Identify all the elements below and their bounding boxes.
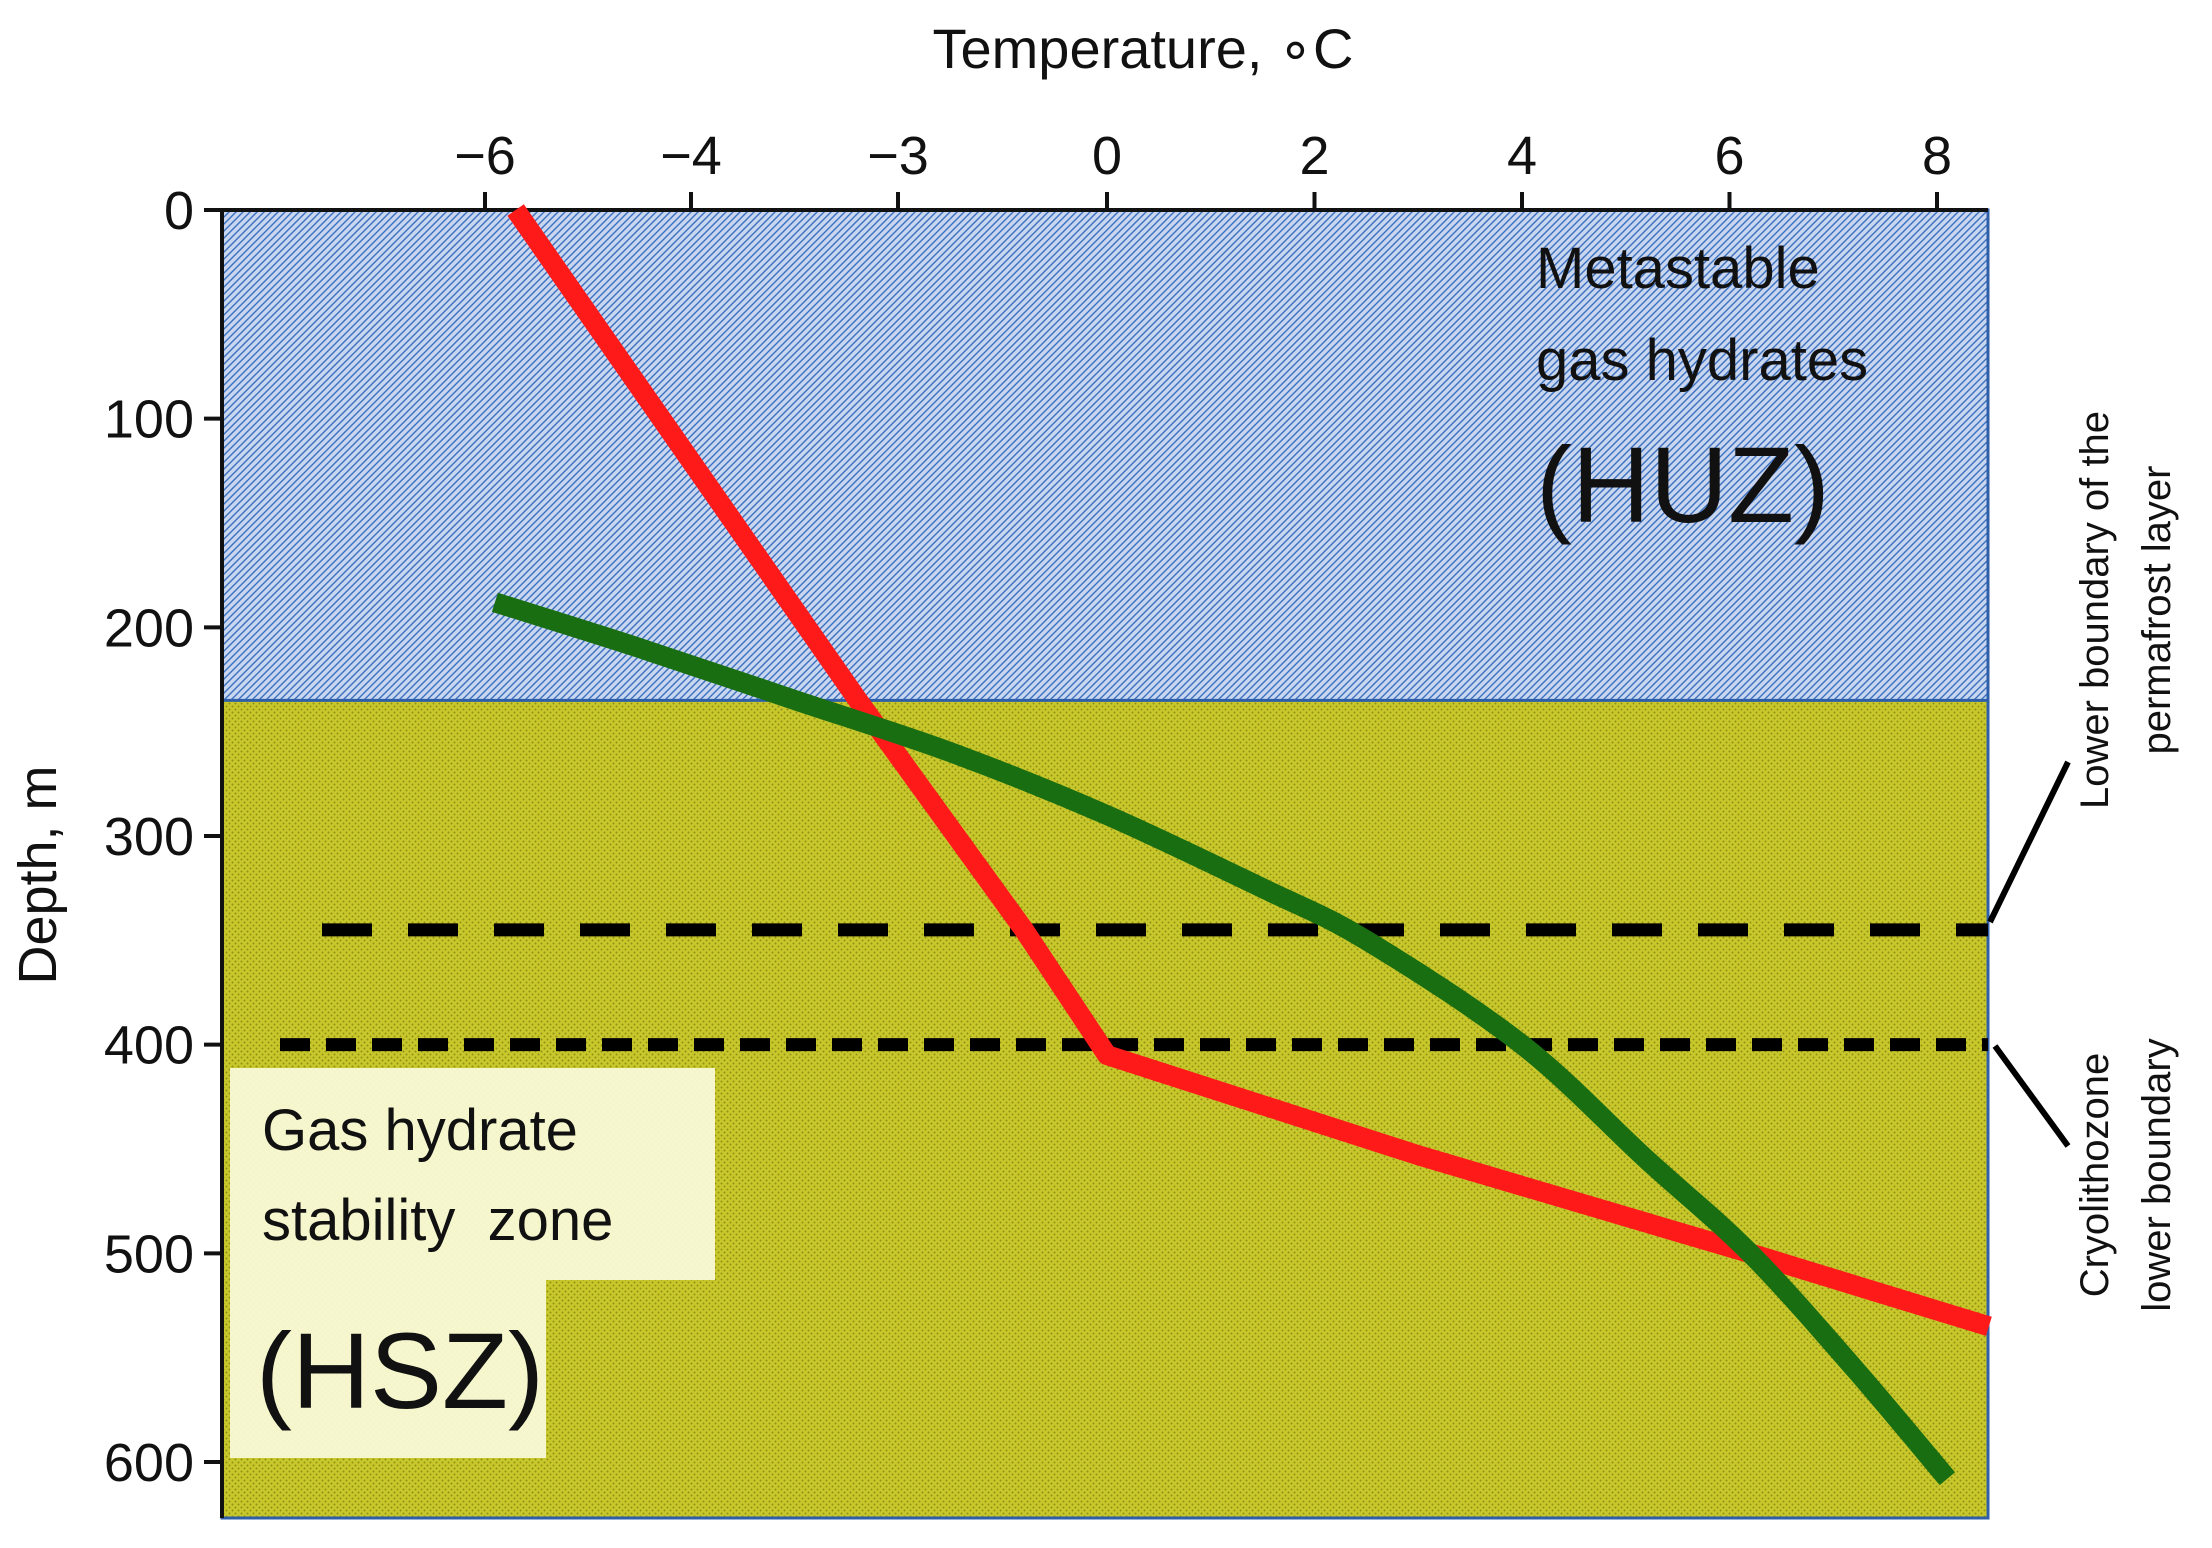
permafrost-label-line-1: Lower boundary of the: [2073, 411, 2117, 809]
cryolithozone-label-line-2: lower boundary: [2135, 1038, 2179, 1312]
hsz-abbreviation: (HSZ): [256, 1310, 544, 1431]
hsz-label-box: [230, 1068, 715, 1280]
huz-abbreviation: (HUZ): [1536, 424, 1830, 545]
x-tick-label: −3: [867, 126, 929, 186]
x-tick-label: −4: [660, 126, 722, 186]
x-axis-ticks: −6 −4 −3 0 2 4 6 8: [454, 126, 1952, 210]
data-series: [491, 204, 1992, 1486]
hsz-label-line-2: stability zone: [262, 1188, 613, 1253]
cryolithozone-label-line-1: Cryolithozone: [2073, 1053, 2117, 1298]
y-tick-label: 0: [164, 181, 194, 241]
y-tick-label: 300: [104, 807, 194, 867]
x-tick-label: 4: [1507, 126, 1537, 186]
boundary-lines: [280, 923, 1988, 1052]
x-tick-label: 6: [1714, 126, 1744, 186]
huz-label-line-2: gas hydrates: [1536, 328, 1868, 393]
huz-label-line-1: Metastable: [1536, 236, 1820, 301]
y-axis-title: Depth, m: [8, 765, 68, 984]
y-tick-label: 400: [104, 1016, 194, 1076]
permafrost-label-leader: [1987, 760, 2071, 924]
x-tick-label: 8: [1922, 126, 1952, 186]
x-tick-label: −6: [454, 126, 516, 186]
y-tick-label: 500: [104, 1224, 194, 1284]
y-tick-label: 100: [104, 390, 194, 450]
permafrost-label-line-2: permafrost layer: [2135, 466, 2179, 755]
hsz-label-line-1: Gas hydrate: [262, 1098, 578, 1163]
hsz-label-box-lower: [230, 1280, 546, 1458]
cryolithozone-label-leader: [1992, 1044, 2071, 1148]
hydrate-equilibrium-line: [491, 592, 1956, 1486]
y-axis-ticks: 0 100 200 300 400 500 600: [104, 181, 222, 1493]
y-tick-label: 600: [104, 1433, 194, 1493]
y-tick-label: 200: [104, 598, 194, 658]
x-tick-label: 2: [1299, 126, 1329, 186]
x-axis-title: Temperature, ∘C: [933, 17, 1354, 80]
x-tick-label: 0: [1092, 126, 1122, 186]
